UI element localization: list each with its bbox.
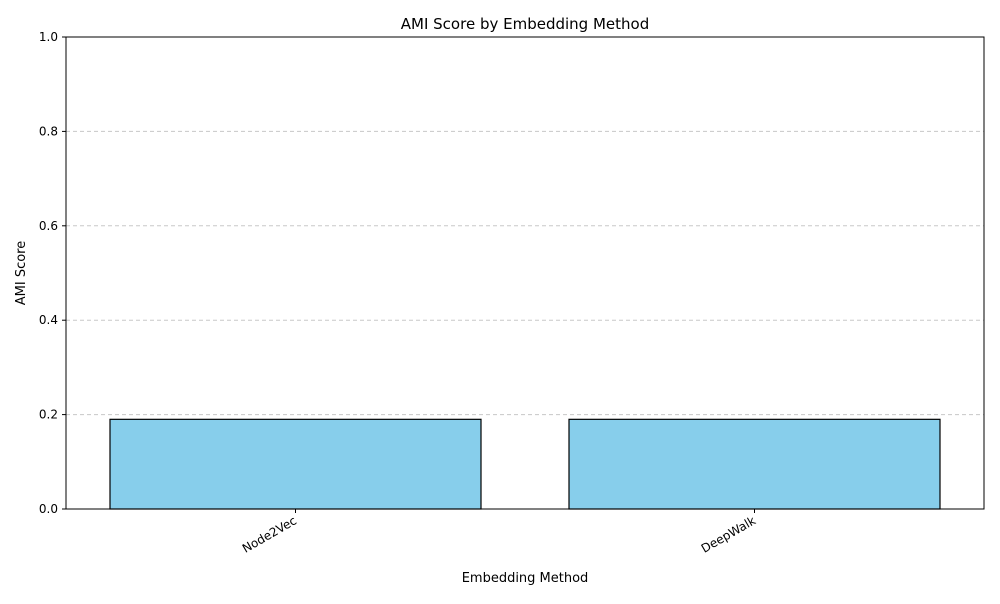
x-axis-label: Embedding Method bbox=[462, 571, 589, 586]
y-tick-label: 0.2 bbox=[39, 408, 58, 422]
y-tick-label: 0.8 bbox=[39, 124, 58, 138]
x-axis-ticks: Node2Vec DeepWalk bbox=[240, 509, 758, 556]
y-tick-label: 0.0 bbox=[39, 502, 58, 516]
plot-frame bbox=[65, 36, 985, 510]
bars bbox=[109, 418, 941, 510]
grid-lines bbox=[66, 130, 984, 416]
y-tick-label: 0.6 bbox=[39, 219, 58, 233]
y-axis-ticks: 0.0 0.2 0.4 0.6 0.8 1.0 bbox=[39, 30, 66, 516]
y-tick-label: 0.4 bbox=[39, 313, 58, 327]
bar bbox=[568, 418, 941, 510]
y-axis-label: AMI Score bbox=[14, 241, 29, 306]
x-tick-label: DeepWalk bbox=[699, 513, 758, 555]
x-tick-label: Node2Vec bbox=[240, 513, 299, 555]
y-tick-label: 1.0 bbox=[39, 30, 58, 44]
bar bbox=[109, 418, 482, 510]
chart-title: AMI Score by Embedding Method bbox=[401, 15, 649, 33]
